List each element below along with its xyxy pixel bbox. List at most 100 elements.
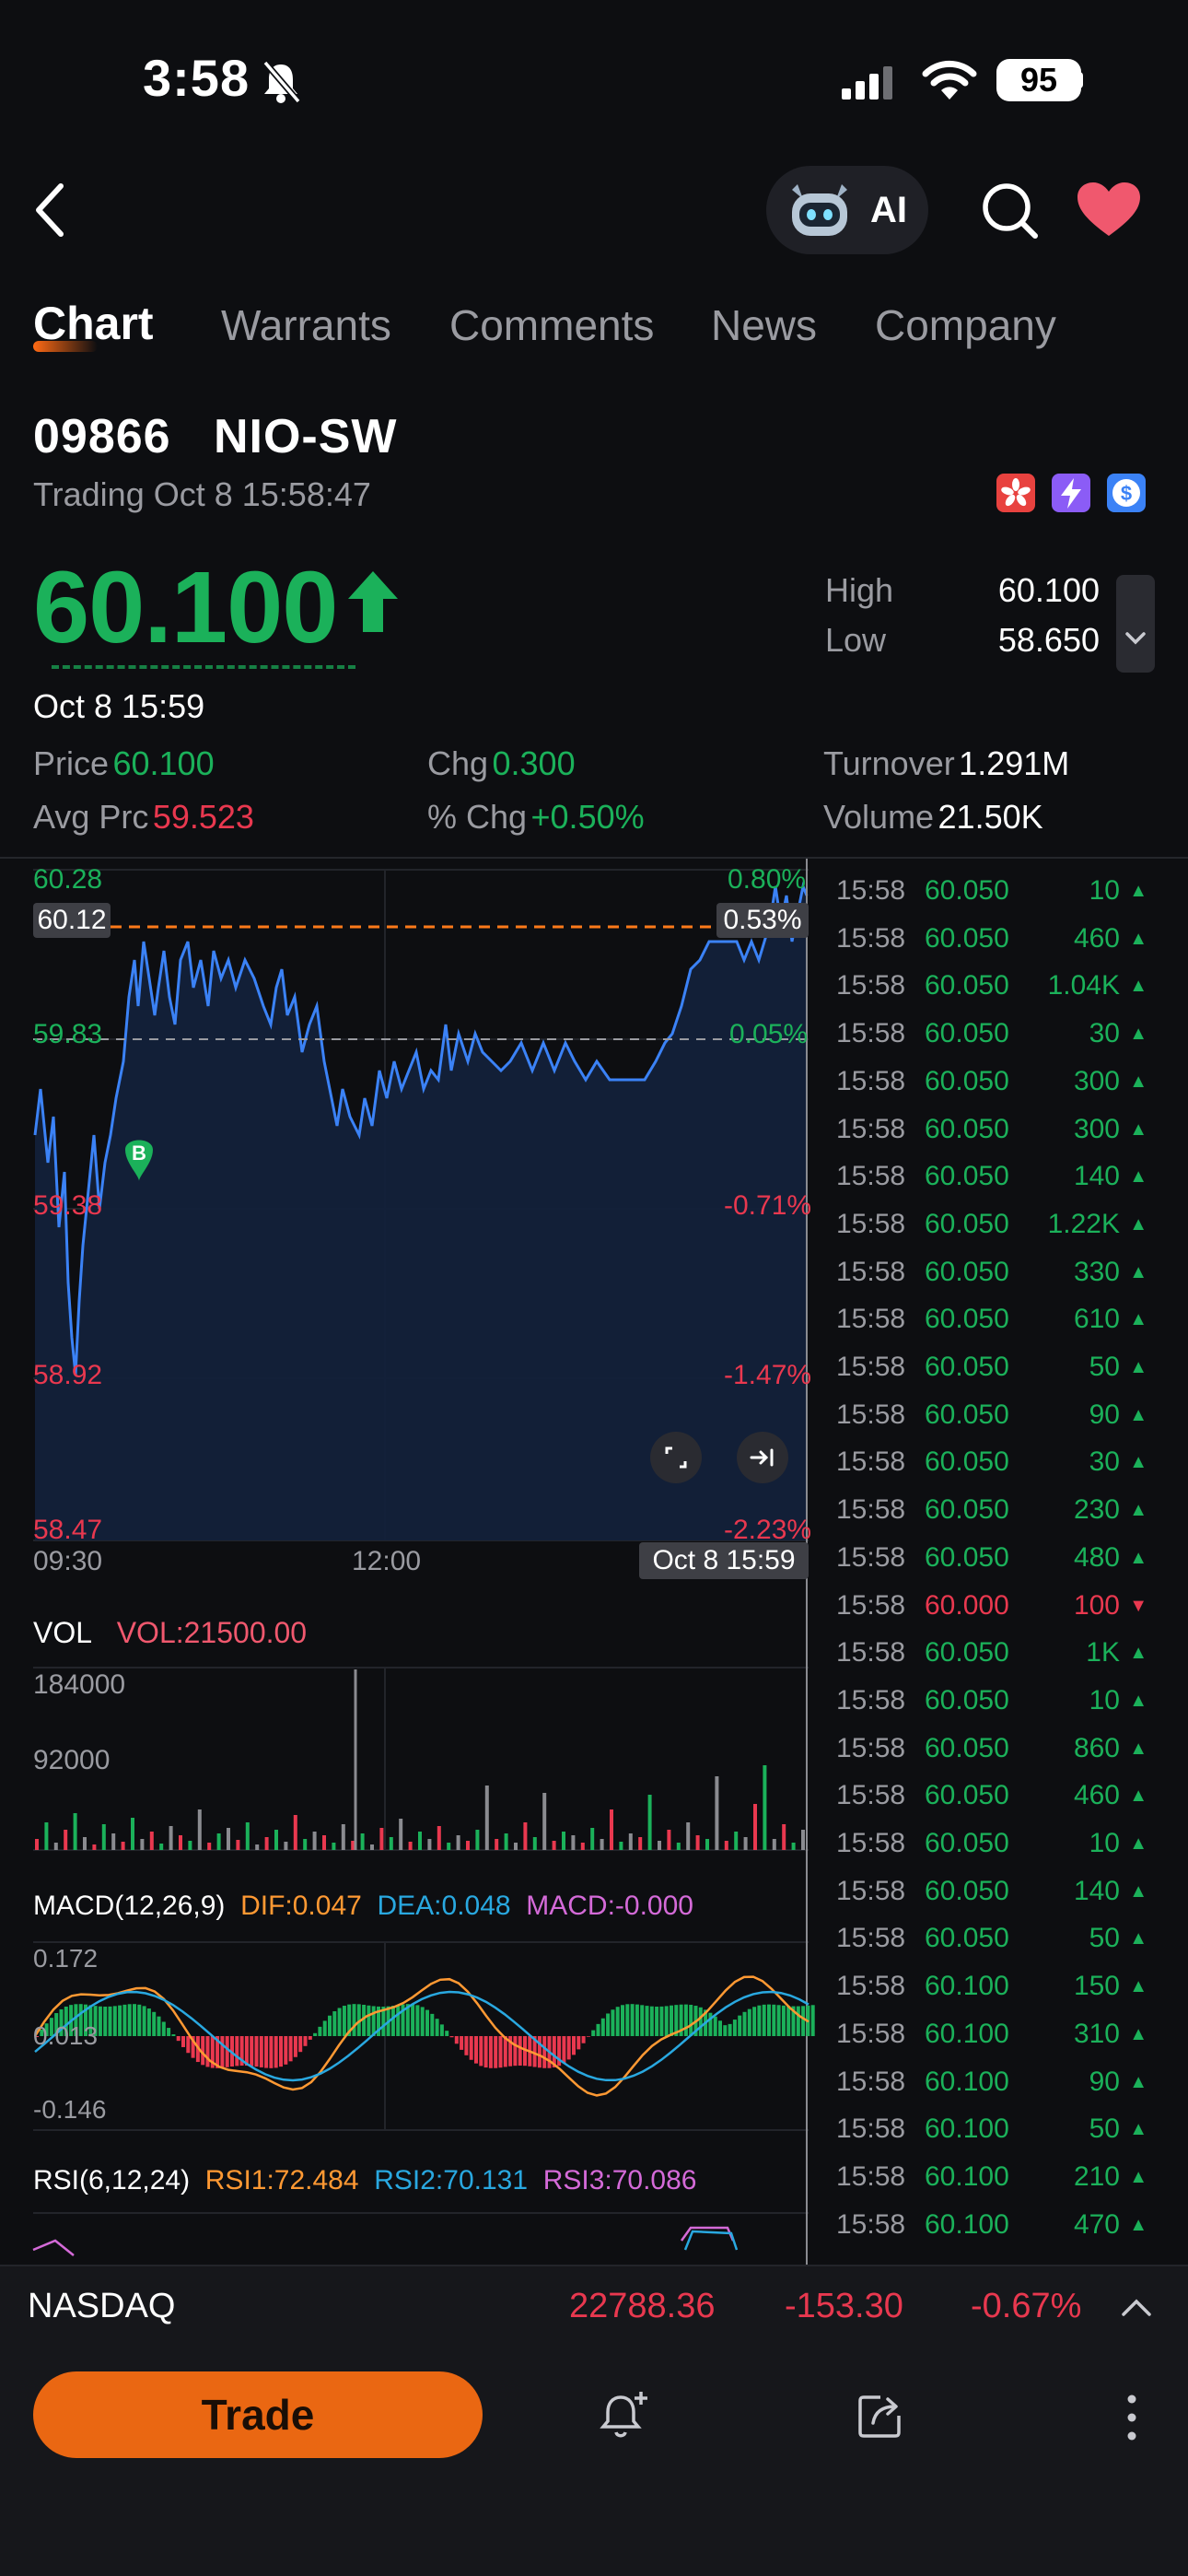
up-arrow-icon: ▲ bbox=[1129, 1404, 1147, 1425]
trade-price: 60.100 bbox=[925, 2066, 1009, 2097]
expand-quote-button[interactable] bbox=[1116, 575, 1155, 673]
trade-row: 15:58 60.050 1.04K ▲ bbox=[834, 963, 1151, 1011]
volume-bar bbox=[658, 1841, 661, 1850]
volume-bar bbox=[207, 1843, 212, 1850]
trade-time: 15:58 bbox=[836, 1065, 906, 1096]
more-options-icon[interactable] bbox=[1118, 2390, 1146, 2445]
rsi-title: RSI(6,12,24) bbox=[33, 2165, 191, 2195]
macd-bar bbox=[494, 2036, 498, 2068]
macd-bar bbox=[161, 2021, 166, 2036]
trade-volume: 210 bbox=[1073, 2160, 1120, 2192]
volume-bar bbox=[590, 1828, 595, 1850]
trade-price: 60.050 bbox=[925, 1684, 1009, 1715]
tab-warrants[interactable]: Warrants bbox=[221, 301, 391, 349]
trade-row: 15:58 60.050 1K ▲ bbox=[834, 1630, 1151, 1678]
trade-price: 60.050 bbox=[925, 1018, 1009, 1049]
macd-bar bbox=[606, 2013, 611, 2036]
macd-bar bbox=[630, 2004, 635, 2036]
macd-bar bbox=[390, 2006, 395, 2036]
macd-bar bbox=[713, 2016, 717, 2036]
macd-bar bbox=[112, 2006, 117, 2036]
macd-bar bbox=[244, 2036, 249, 2067]
buy-marker[interactable]: B bbox=[125, 1140, 153, 1182]
crosshair-chg-row: Chg 0.300 bbox=[427, 744, 576, 783]
tab-chart[interactable]: Chart bbox=[33, 298, 154, 349]
macd-bar bbox=[176, 2036, 181, 2042]
volume-bar bbox=[753, 1804, 757, 1850]
trade-volume: 50 bbox=[1089, 1923, 1120, 1954]
macd-bar bbox=[591, 2030, 596, 2036]
macd-bar bbox=[596, 2023, 600, 2036]
macd-bar bbox=[488, 2036, 493, 2068]
tab-company[interactable]: Company bbox=[875, 301, 1056, 349]
bell-muted-icon bbox=[262, 60, 301, 104]
macd-bar bbox=[405, 2004, 410, 2036]
price-alert-icon[interactable] bbox=[599, 2388, 654, 2443]
macd-bar bbox=[762, 2004, 766, 2036]
trade-time: 15:58 bbox=[836, 1352, 906, 1382]
trade-row: 15:58 60.050 1.22K ▲ bbox=[834, 1201, 1151, 1249]
heart-favorite-icon[interactable] bbox=[1076, 181, 1142, 240]
macd-bar bbox=[460, 2036, 464, 2050]
back-arrow-icon[interactable] bbox=[31, 181, 68, 240]
macd-bar bbox=[439, 2024, 444, 2036]
trade-volume: 300 bbox=[1073, 1113, 1120, 1144]
volume-bar bbox=[35, 1839, 39, 1850]
volume-bar bbox=[686, 1822, 691, 1850]
volume-value: 21.50K bbox=[938, 798, 1043, 836]
macd-bar bbox=[557, 2036, 562, 2067]
macd-bar bbox=[445, 2031, 449, 2036]
macd-bar bbox=[670, 2005, 673, 2036]
volume-bar bbox=[437, 1826, 441, 1850]
x-label-noon: 12:00 bbox=[352, 1546, 422, 1576]
index-name: NASDAQ bbox=[28, 2287, 176, 2325]
trade-volume: 50 bbox=[1089, 1352, 1120, 1382]
trade-row: 15:58 60.050 300 ▲ bbox=[834, 1059, 1151, 1107]
trade-time: 15:58 bbox=[836, 1923, 906, 1954]
trade-time: 15:58 bbox=[836, 875, 906, 906]
jump-latest-button[interactable] bbox=[737, 1432, 788, 1483]
trade-time: 15:58 bbox=[836, 1589, 906, 1621]
index-ticker-bar[interactable]: NASDAQ 22788.36 -153.30 -0.67% bbox=[0, 2265, 1188, 2349]
tab-comments[interactable]: Comments bbox=[449, 301, 655, 349]
search-icon[interactable] bbox=[980, 181, 1041, 241]
up-arrow-icon: ▲ bbox=[1129, 2071, 1147, 2092]
trade-row: 15:58 60.050 230 ▲ bbox=[834, 1487, 1151, 1535]
trade-price: 60.050 bbox=[925, 970, 1009, 1001]
trade-time: 15:58 bbox=[836, 1541, 906, 1573]
chg-label: Chg bbox=[427, 744, 489, 782]
macd-bar bbox=[401, 2004, 405, 2036]
macd-bar bbox=[600, 2018, 605, 2036]
trade-volume: 140 bbox=[1073, 1875, 1120, 1906]
trade-volume: 310 bbox=[1073, 2018, 1120, 2049]
macd-bar bbox=[708, 2012, 713, 2036]
volume-bar bbox=[743, 1837, 748, 1850]
trade-button[interactable]: Trade bbox=[33, 2371, 483, 2458]
rsi1-value: RSI1:72.484 bbox=[204, 2165, 359, 2195]
macd-bar bbox=[103, 2006, 108, 2036]
up-arrow-icon: ▲ bbox=[1129, 1738, 1147, 1759]
macd-bar bbox=[35, 2036, 39, 2037]
up-arrow-icon: ▲ bbox=[1129, 1261, 1147, 1282]
trade-time: 15:58 bbox=[836, 2018, 906, 2049]
volume-bar bbox=[638, 1837, 643, 1850]
volume-bar bbox=[801, 1830, 805, 1850]
share-icon[interactable] bbox=[853, 2388, 908, 2443]
fullscreen-button[interactable] bbox=[650, 1432, 702, 1483]
y-pct-mid: -0.71% bbox=[724, 1190, 812, 1221]
trade-price: 60.050 bbox=[925, 1446, 1009, 1478]
macd-bar bbox=[362, 2004, 367, 2036]
volume-bar bbox=[427, 1839, 432, 1850]
intraday-chart[interactable]: B bbox=[0, 859, 829, 2266]
trade-volume: 150 bbox=[1073, 1971, 1120, 2002]
macd-y-bottom: -0.146 bbox=[33, 2095, 107, 2124]
macd-bar bbox=[118, 2005, 122, 2036]
robot-mascot-icon bbox=[792, 184, 847, 236]
macd-bar bbox=[621, 2005, 624, 2036]
volume-label: Volume bbox=[823, 798, 935, 836]
price-line bbox=[33, 881, 809, 1376]
chevron-up-icon[interactable] bbox=[1118, 2294, 1155, 2322]
macd-bar bbox=[298, 2036, 303, 2053]
volume-bar bbox=[379, 1828, 384, 1850]
tab-news[interactable]: News bbox=[711, 301, 818, 349]
